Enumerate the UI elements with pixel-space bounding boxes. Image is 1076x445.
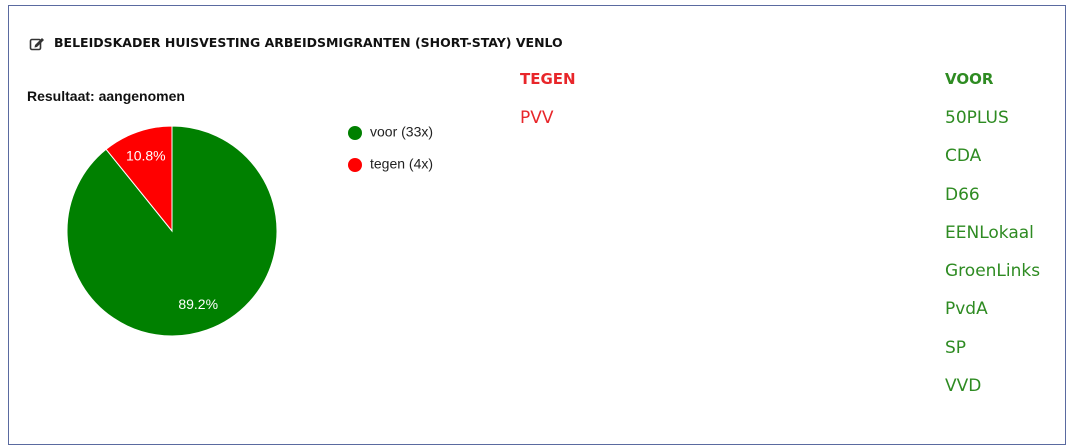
- voor-heading: VOOR: [945, 70, 994, 88]
- result: Resultaat: aangenomen: [27, 88, 185, 104]
- pie-chart: 89.2% 10.8% voor (33x) tegen (4x): [66, 124, 433, 337]
- party: GroenLinks: [945, 261, 1041, 282]
- edit-icon: [29, 38, 44, 51]
- legend-dot: [348, 126, 362, 140]
- party: VVD: [945, 376, 982, 397]
- party: EENLokaal: [945, 222, 1034, 243]
- party: D66: [945, 184, 980, 205]
- tegen-heading: TEGEN: [520, 70, 576, 88]
- page: BELEIDSKADER HUISVESTING ARBEIDSMIGRANTE…: [8, 5, 1066, 445]
- legend-dot: [348, 158, 362, 172]
- party: 50PLUS: [945, 108, 1009, 128]
- pie-slice: [105, 125, 173, 233]
- legend-label: voor (33x): [370, 124, 433, 140]
- party: SP: [945, 337, 967, 358]
- voor-column: VOOR 50PLUS CDA D66 EENLokaal GroenLinks PvdA…: [945, 70, 1040, 414]
- party: PVV: [520, 108, 554, 128]
- slice-label: 10.8%: [126, 147, 166, 163]
- party: CDA: [945, 146, 982, 167]
- tegen-column: TEGEN PVV: [520, 70, 576, 146]
- party: PvdA: [945, 299, 988, 320]
- slice-label: 89.2%: [178, 296, 218, 312]
- legend-label: tegen (4x): [370, 156, 433, 172]
- title: BELEIDSKADER HUISVESTING ARBEIDSMIGRANTE…: [54, 35, 563, 50]
